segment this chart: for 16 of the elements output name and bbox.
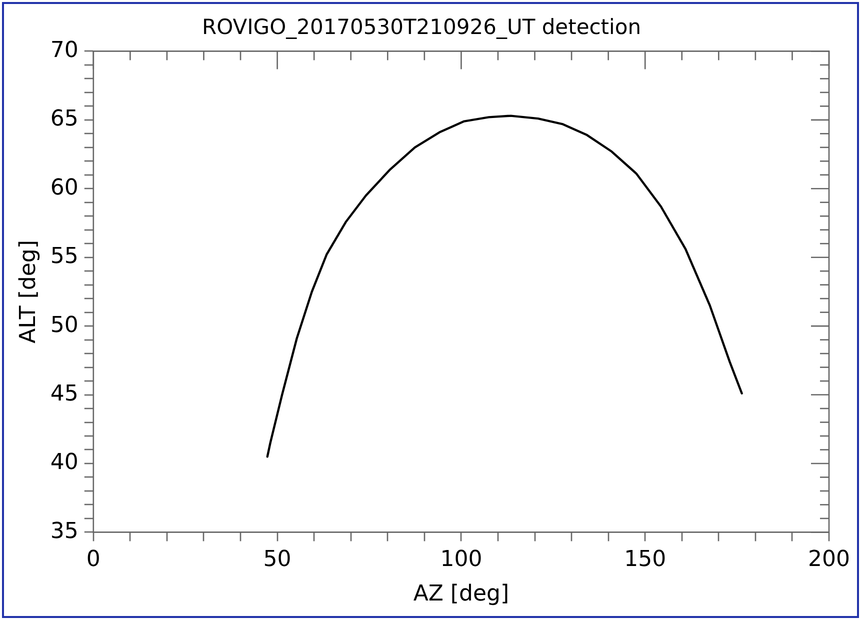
y-tick-label: 60 — [50, 175, 78, 200]
y-tick-label: 50 — [50, 312, 78, 338]
y-tick-label: 40 — [50, 450, 78, 476]
x-tick-label: 0 — [86, 547, 100, 572]
x-tick-label: 50 — [263, 547, 292, 572]
x-tick-label: 150 — [624, 547, 666, 572]
y-tick-label: 65 — [50, 106, 78, 132]
x-axis-title: AZ [deg] — [413, 582, 510, 607]
y-tick-label: 55 — [50, 244, 78, 270]
x-tick-label: 100 — [440, 547, 482, 572]
y-tick-label: 70 — [50, 38, 78, 63]
y-tick-label: 35 — [50, 518, 78, 544]
y-axis-title: ALT [deg] — [16, 240, 41, 344]
y-tick-label: 45 — [50, 381, 78, 406]
chart-title: ROVIGO_20170530T210926_UT detection — [202, 15, 642, 40]
x-tick-label: 200 — [808, 547, 850, 572]
